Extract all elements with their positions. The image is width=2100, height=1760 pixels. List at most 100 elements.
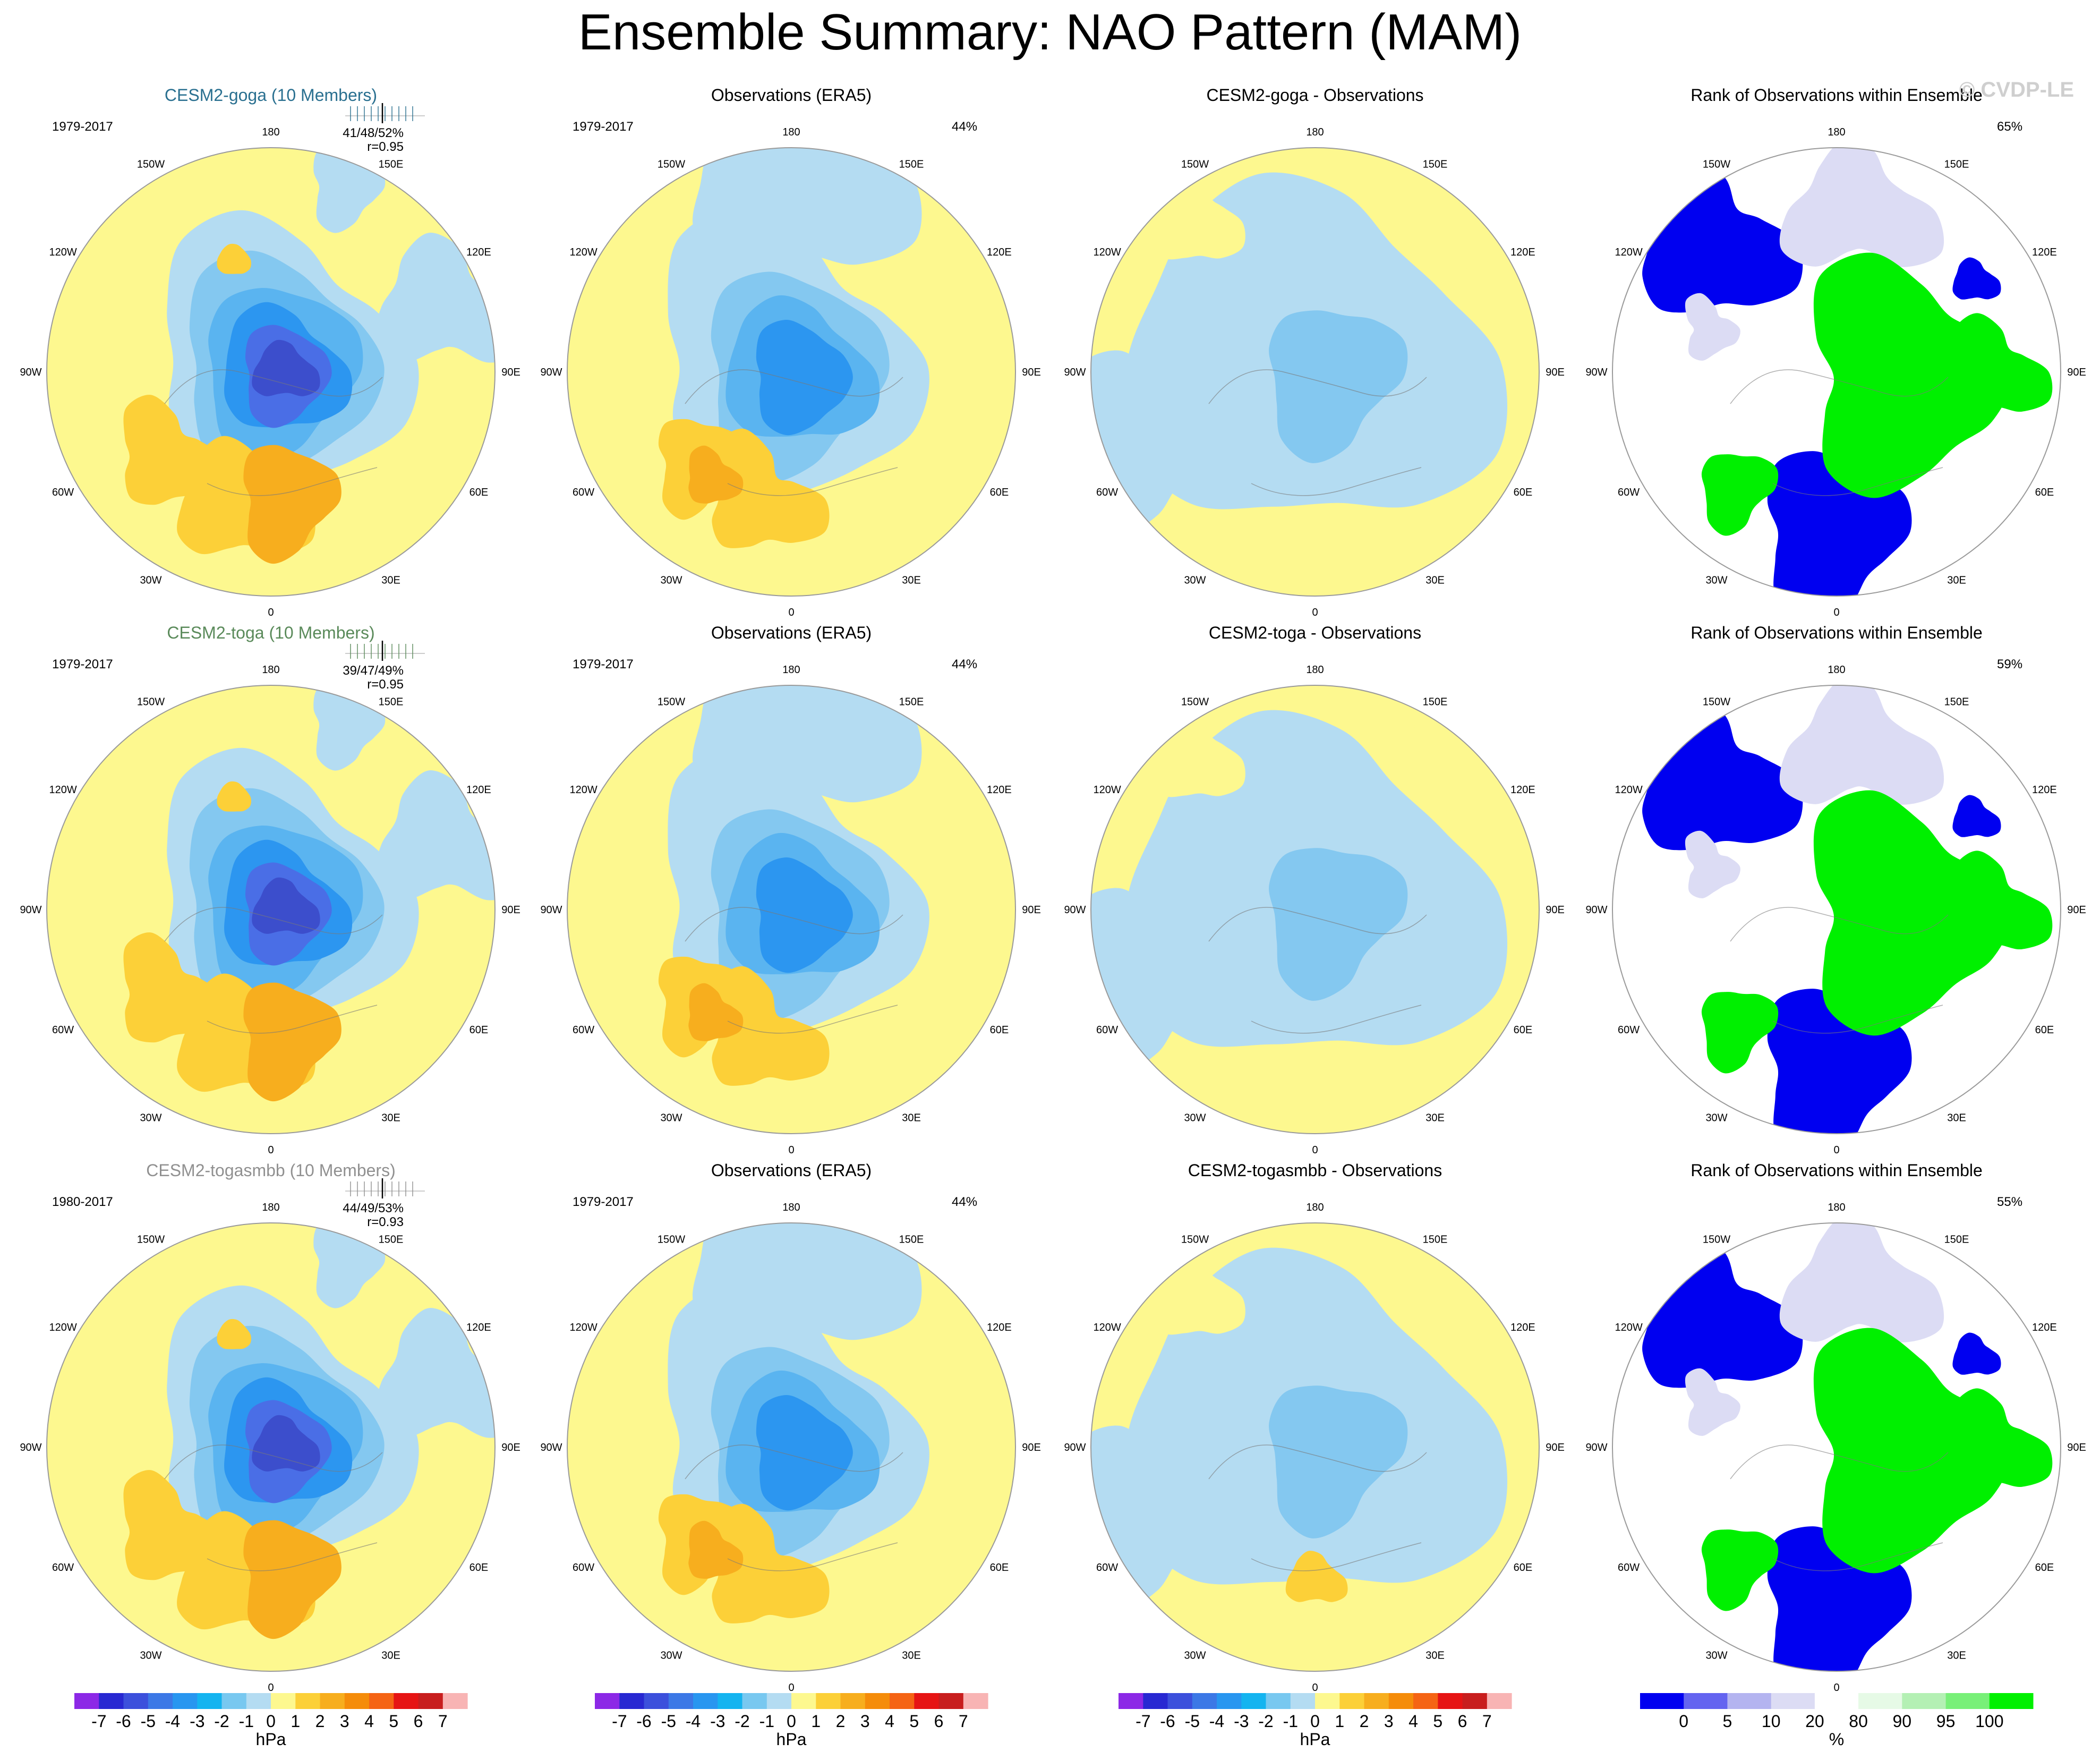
colorbar-swatch — [99, 1693, 124, 1709]
colorbar-unit: hPa — [1300, 1730, 1330, 1749]
rank-high-region — [1813, 252, 2012, 498]
colorbar-hpa-col2: -7 -6 -5 -4 -3 -2 -1 0 1 2 3 4 5 6 7 hPa — [595, 1693, 988, 1749]
panel-r2-c1: 180 150E 120E 90E 60E 30E 0 30W 60W 90W 120W 150W CE… — [20, 623, 520, 1156]
colorbar-tick-label: -2 — [735, 1712, 749, 1731]
lon-label: 30W — [140, 1650, 161, 1661]
lon-label: 90W — [20, 904, 41, 916]
map-field — [1091, 685, 1539, 1134]
colorbar-swatch — [271, 1693, 296, 1709]
colorbar-swatch — [1290, 1693, 1316, 1709]
lon-label: 90W — [1064, 1442, 1086, 1453]
lon-label: 0 — [788, 1144, 794, 1156]
panel-title: Rank of Observations within Ensemble — [1691, 1161, 1983, 1180]
lon-label: 120E — [2032, 246, 2057, 258]
colorbar-tick-label: 90 — [1893, 1712, 1912, 1731]
lon-label: 90E — [2067, 904, 2086, 916]
lon-label: 0 — [1312, 1144, 1318, 1156]
lon-label: 180 — [1828, 664, 1845, 676]
colorbar-swatch — [1945, 1693, 1990, 1709]
lon-label: 150W — [658, 696, 685, 708]
panel-r1-c4: 180 150E 120E 90E 60E 30E 0 30W 60W 90W 120W 150W Ra… — [1585, 86, 2086, 618]
colorbar-tick-label: 0 — [1310, 1712, 1320, 1731]
coastline — [1251, 467, 1422, 496]
lon-label: 120E — [987, 1322, 1012, 1333]
lon-label: 120W — [569, 1322, 597, 1333]
panel-title: CESM2-toga - Observations — [1209, 623, 1421, 642]
positive-anomaly-region — [243, 1520, 342, 1639]
rank-high-region — [1943, 1388, 2053, 1489]
lon-label: 150E — [1423, 696, 1448, 708]
lon-label: 30E — [1425, 1112, 1445, 1124]
lon-label: 30W — [1184, 1112, 1206, 1124]
lon-label: 90W — [1064, 904, 1086, 916]
colorbar-swatch — [1902, 1693, 1946, 1709]
explained-variance-label: 44% — [952, 657, 977, 671]
lon-label: 30W — [1705, 574, 1727, 586]
lon-label: 150W — [137, 1234, 165, 1246]
lon-label: 150W — [658, 1234, 685, 1246]
rank-mid-low-region — [1779, 148, 1944, 267]
panel-r1-c3: 180 150E 120E 90E 60E 30E 0 30W 60W 90W 120W 150W CE… — [1064, 86, 1564, 618]
lon-label: 120W — [1615, 246, 1642, 258]
coastline — [727, 1542, 898, 1571]
lon-label: 90E — [1022, 367, 1041, 378]
period-label: 1979-2017 — [573, 657, 634, 671]
colorbar-tick-label: 7 — [959, 1712, 968, 1731]
colorbar-tick-label: -3 — [1234, 1712, 1249, 1731]
colorbar-tick-label: -1 — [239, 1712, 254, 1731]
explained-variance-label: 44% — [952, 120, 977, 134]
map-rim — [46, 1222, 496, 1672]
lon-label: 120E — [2032, 1322, 2057, 1333]
colorbar-swatch — [1217, 1693, 1242, 1709]
lon-label: 30W — [140, 574, 161, 586]
map-rim — [567, 1222, 1016, 1672]
colorbar-tick-label: -7 — [612, 1712, 627, 1731]
colorbar-tick-label: 95 — [1936, 1712, 1956, 1731]
colorbar-swatch — [1315, 1693, 1340, 1709]
colorbar-swatch — [791, 1693, 816, 1709]
map-rim — [567, 685, 1016, 1134]
rank-high-region — [1701, 1529, 1779, 1611]
lon-label: 90W — [540, 367, 562, 378]
lon-label: 90E — [501, 1442, 520, 1453]
lon-label: 150E — [1944, 159, 1969, 171]
colorbar-tick-label: 1 — [291, 1712, 300, 1731]
panel-title: CESM2-togasmbb - Observations — [1188, 1161, 1442, 1180]
lon-label: 90W — [1585, 904, 1607, 916]
positive-anomaly-region — [123, 1470, 223, 1580]
colorbar-unit: hPa — [256, 1730, 286, 1749]
negative-anomaly-region — [756, 1395, 853, 1511]
lon-label: 30E — [1947, 1112, 1966, 1124]
map-field — [1612, 148, 2061, 596]
colorbar-tick-label: 5 — [389, 1712, 398, 1731]
lon-label: 120E — [466, 1322, 491, 1333]
lon-label: 120W — [49, 784, 76, 796]
lon-label: 90W — [540, 904, 562, 916]
lon-label: 120E — [1510, 246, 1535, 258]
panel-r2-c3: 180 150E 120E 90E 60E 30E 0 30W 60W 90W 120W 150W CE… — [1064, 623, 1564, 1156]
colorbar-swatch — [442, 1693, 468, 1709]
correlation-label: r=0.93 — [367, 1215, 404, 1229]
positive-anomaly-region — [688, 445, 744, 504]
colorbar-swatch — [1388, 1693, 1414, 1709]
colorbar-swatch — [816, 1693, 841, 1709]
lon-label: 30E — [902, 574, 921, 586]
colorbar-tick-label: 0 — [787, 1712, 796, 1731]
lon-label: 30E — [902, 1112, 921, 1124]
colorbar-swatch — [1241, 1693, 1267, 1709]
lon-label: 30W — [660, 574, 682, 586]
colorbar-swatch — [1364, 1693, 1389, 1709]
rank-high-region — [1813, 790, 2012, 1036]
lon-label: 120E — [466, 784, 491, 796]
explained-variance-label: 65% — [1997, 120, 2022, 134]
map-field — [47, 685, 495, 1134]
colorbar-tick-label: -5 — [661, 1712, 676, 1731]
lon-label: 30E — [381, 1112, 400, 1124]
coastline — [1772, 1005, 1943, 1034]
coastline — [164, 369, 383, 404]
lon-label: 150E — [1423, 1234, 1448, 1246]
colorbar-swatch — [1413, 1693, 1438, 1709]
lon-label: 90E — [2067, 1442, 2086, 1453]
map-rim — [567, 147, 1016, 597]
rank-mid-low-region — [1685, 1368, 1740, 1436]
